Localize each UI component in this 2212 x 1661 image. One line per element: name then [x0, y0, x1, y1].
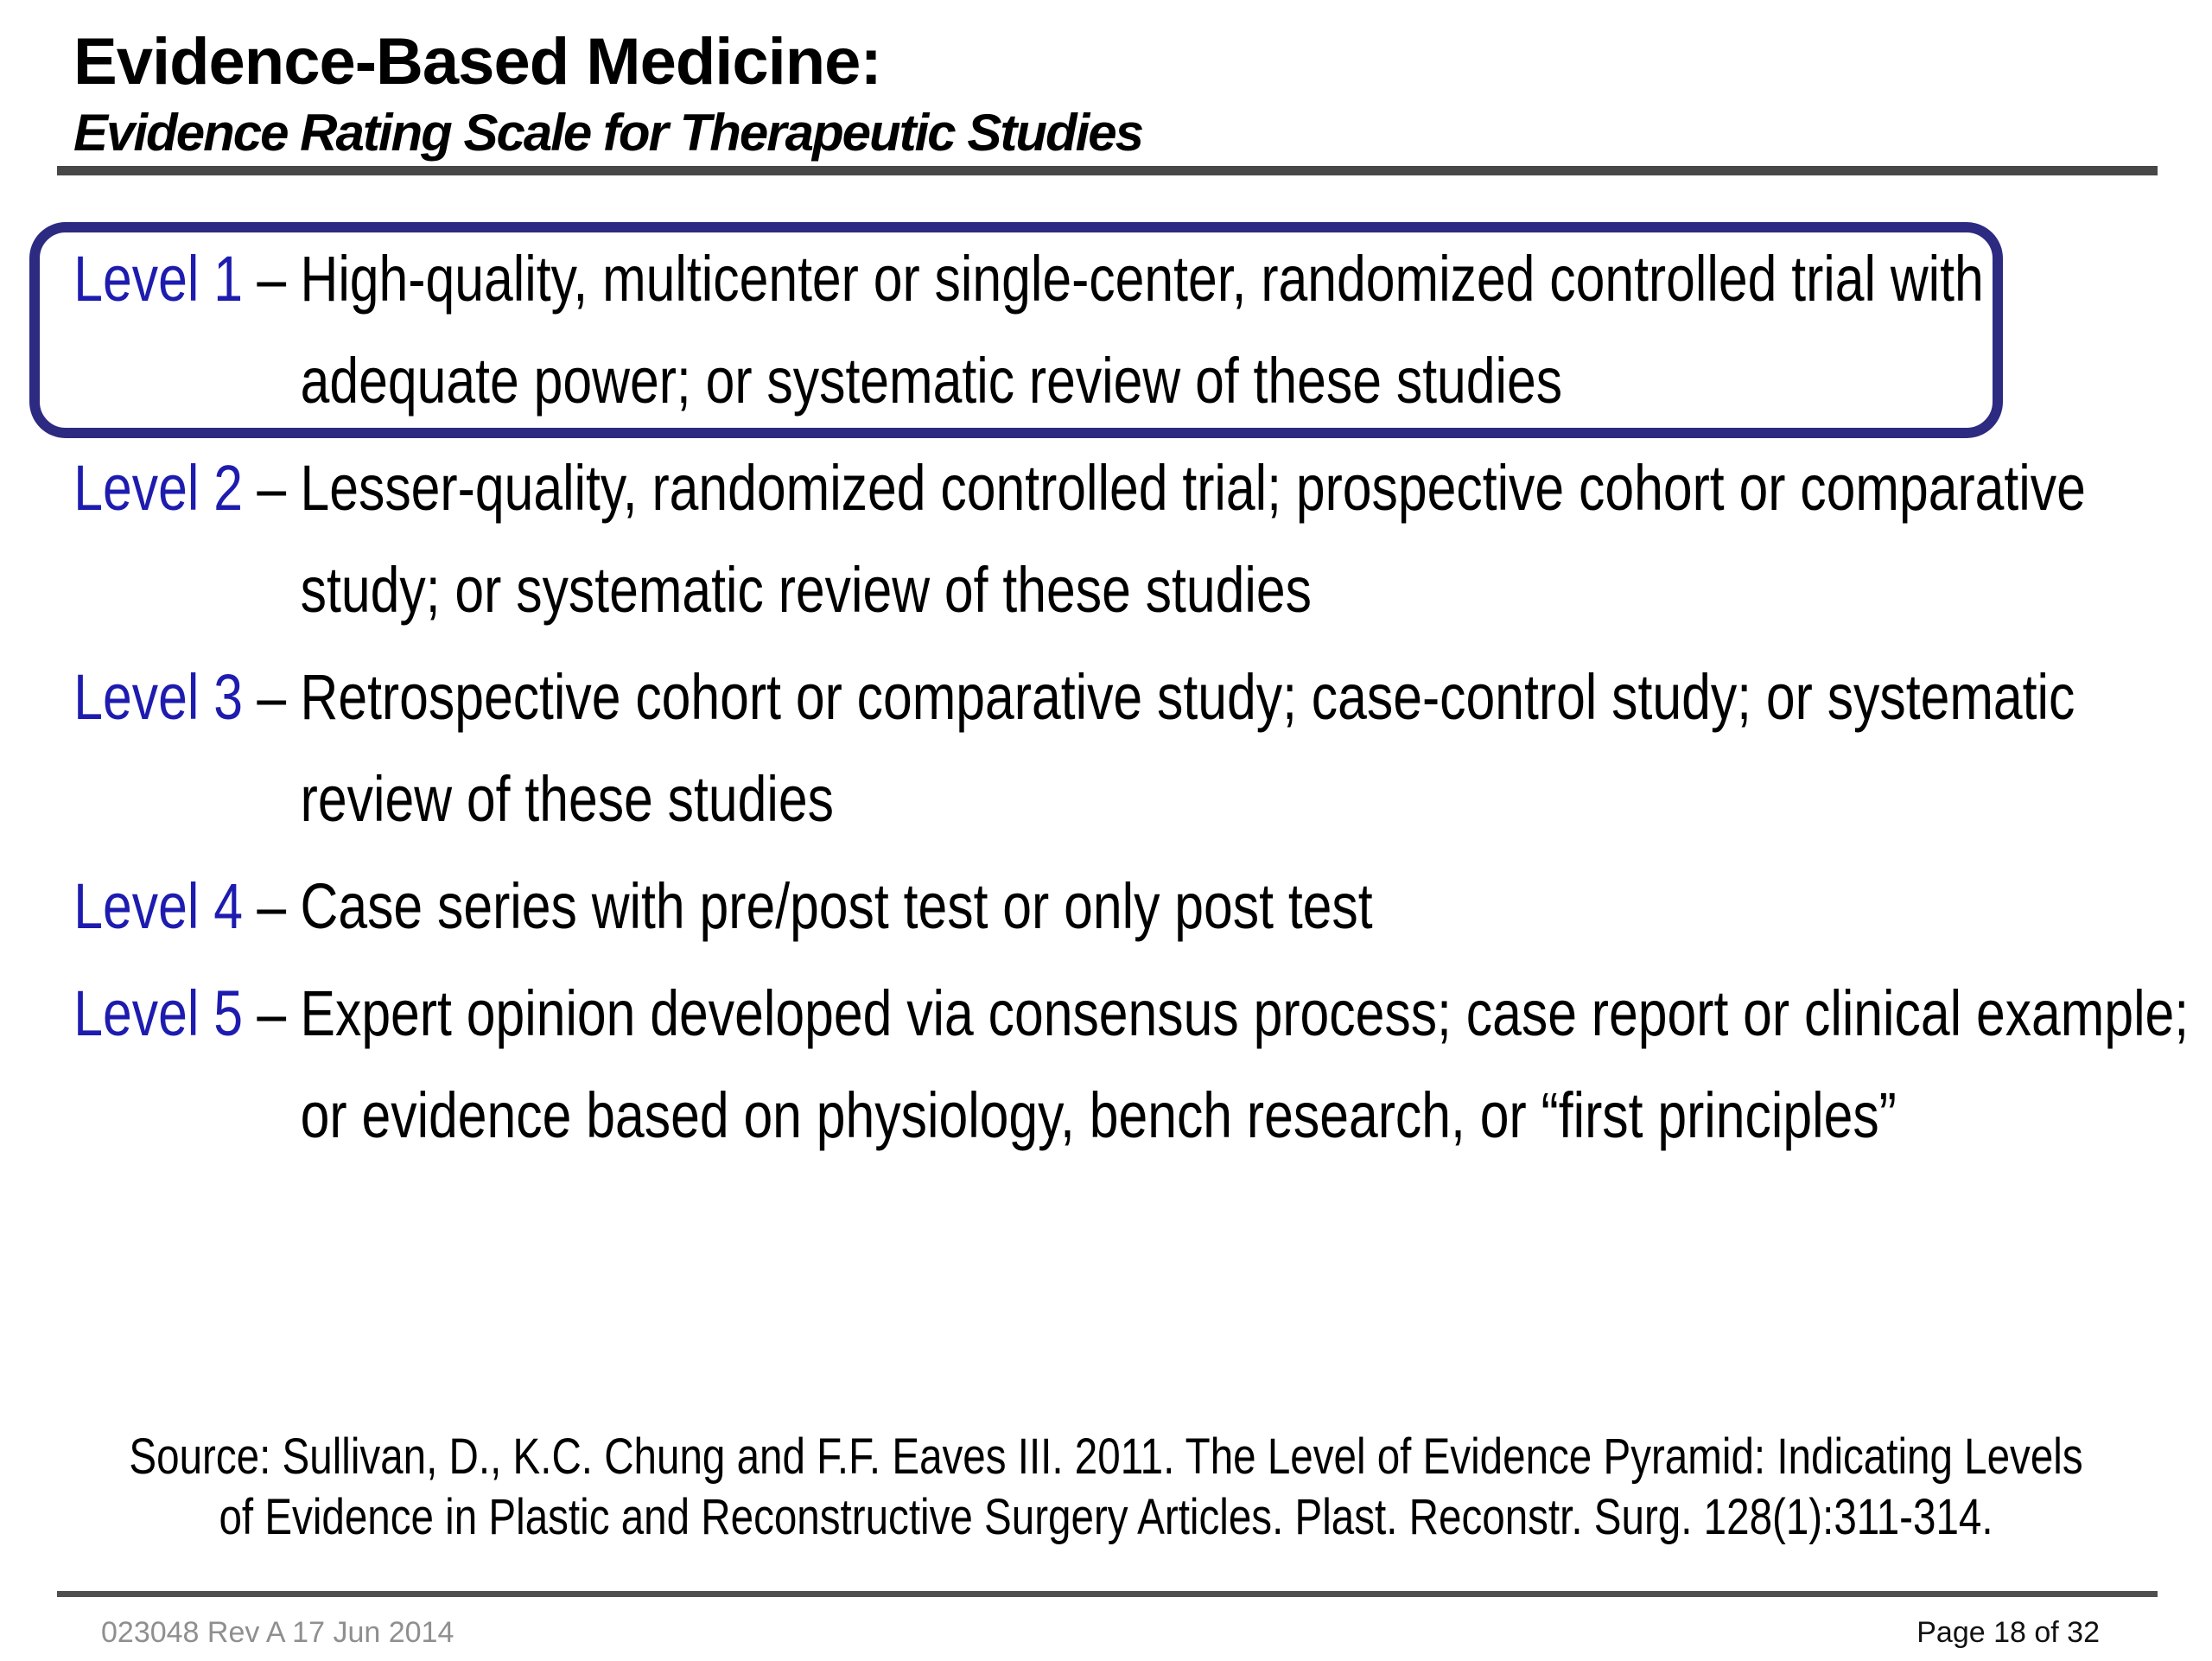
level-1-label: Level 1 [73, 243, 243, 315]
level-3-item: Level 3– Retrospective cohort or comparat… [0, 646, 2212, 850]
source-citation: Source: Sullivan, D., K.C. Chung and F.F… [0, 1427, 2212, 1548]
level-5-item: Level 5– Expert opinion developed via con… [0, 963, 2212, 1167]
evidence-levels-list: Level 1– High-quality, multicenter or sin… [0, 228, 2212, 1167]
level-3-line-2: review of these studies [300, 763, 834, 835]
level-1-highlight-box [29, 222, 2003, 438]
level-5-line-2: or evidence based on physiology, bench r… [300, 1079, 1897, 1151]
level-5-line-1: Level 5– Expert opinion developed via con… [0, 963, 2212, 1065]
level-5-dash: – [257, 977, 287, 1049]
level-1-item: Level 1– High-quality, multicenter or sin… [0, 228, 2212, 432]
level-3-line-1: Level 3– Retrospective cohort or comparat… [0, 646, 2212, 748]
level-1-line-1: Level 1– High-quality, multicenter or sin… [0, 228, 2212, 330]
level-3-label: Level 3 [73, 661, 243, 733]
page-number: Page 18 of 32 [1916, 1616, 2100, 1649]
level-4-item: Level 4– Case series with pre/post test o… [0, 856, 2212, 958]
footer-divider [57, 1591, 2158, 1597]
level-1-text: High-quality, multicenter or single-cent… [300, 243, 1984, 315]
level-4-line-1: Level 4– Case series with pre/post test o… [0, 856, 2212, 958]
source-line-1: Source: Sullivan, D., K.C. Chung and F.F… [129, 1429, 2083, 1485]
level-2-text: Lesser-quality, randomized controlled tr… [300, 452, 2086, 524]
page-subtitle: Evidence Rating Scale for Therapeutic St… [73, 104, 1144, 162]
level-2-item: Level 2– Lesser-quality, randomized contr… [0, 437, 2212, 641]
level-2-line-1: Level 2– Lesser-quality, randomized contr… [0, 437, 2212, 539]
document-reference: 023048 Rev A 17 Jun 2014 [101, 1616, 454, 1649]
level-4-dash: – [257, 870, 287, 942]
level-4-text: Case series with pre/post test or only p… [300, 870, 1373, 942]
title-divider [57, 166, 2158, 175]
level-2-dash: – [257, 452, 287, 524]
level-2-label: Level 2 [73, 452, 243, 524]
source-line-2: of Evidence in Plastic and Reconstructiv… [219, 1489, 1993, 1545]
level-5-label: Level 5 [73, 977, 243, 1049]
level-1-line-2: adequate power; or systematic review of … [300, 345, 1563, 417]
level-2-line-2: study; or systematic review of these stu… [300, 554, 1312, 626]
level-4-label: Level 4 [73, 870, 243, 942]
level-5-text: Expert opinion developed via consensus p… [300, 977, 2190, 1049]
content-area: Level 1– High-quality, multicenter or sin… [0, 228, 2212, 1548]
page-title: Evidence-Based Medicine: [73, 25, 882, 99]
level-1-dash: – [257, 243, 287, 315]
level-3-dash: – [257, 661, 287, 733]
level-3-text: Retrospective cohort or comparative stud… [300, 661, 2075, 733]
